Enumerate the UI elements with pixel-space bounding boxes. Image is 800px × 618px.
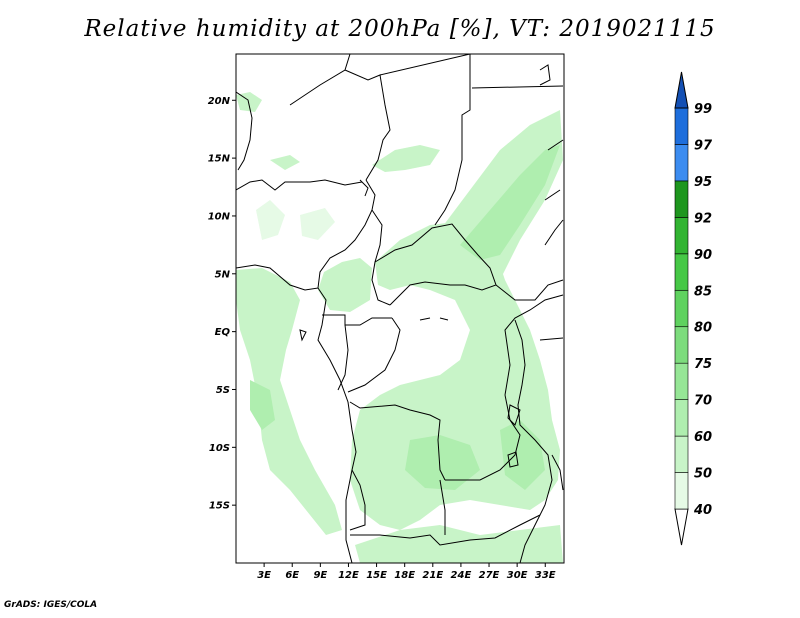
colorbar-segment xyxy=(674,399,689,437)
lat-label: 10N xyxy=(208,211,231,222)
colorbar-label: 99 xyxy=(694,102,712,117)
colorbar-label: 97 xyxy=(694,138,713,153)
colorbar-segment xyxy=(674,180,689,218)
map-frame xyxy=(235,53,565,564)
lat-label: 20N xyxy=(208,96,231,107)
lat-label: 15S xyxy=(209,501,230,512)
colorbar-segment xyxy=(674,289,689,328)
colorbar-segment xyxy=(674,144,689,182)
colorbar-upper-triangle xyxy=(674,71,689,109)
colorbar-label: 70 xyxy=(694,394,712,409)
lon-label: 30E xyxy=(507,570,528,581)
lon-label: 15E xyxy=(366,570,387,581)
colorbar-segment xyxy=(674,217,689,255)
colorbar-label: 60 xyxy=(694,430,712,445)
grads-credit: GrADS: IGES/COLA xyxy=(4,600,98,610)
colorbar-label: 95 xyxy=(694,175,712,190)
colorbar-label: 85 xyxy=(694,284,712,299)
lon-label: 27E xyxy=(479,570,500,581)
lon-label: 18E xyxy=(394,570,415,581)
colorbar-label: 92 xyxy=(694,211,712,226)
humidity-shading xyxy=(236,92,563,563)
colorbar-label: 90 xyxy=(694,248,712,263)
colorbar-segment xyxy=(674,326,689,364)
lat-label: 10S xyxy=(209,443,230,454)
colorbar-segment xyxy=(674,253,689,291)
colorbar-label: 50 xyxy=(694,467,712,482)
lon-label: 12E xyxy=(338,570,359,581)
lat-label: 5S xyxy=(216,385,230,396)
colorbar-lower-triangle xyxy=(674,508,689,546)
lat-label: 5N xyxy=(215,269,231,280)
colorbar: 40 50 60 70 75 80 85 90 92 95 97 99 xyxy=(674,71,713,546)
lon-label: 6E xyxy=(285,570,299,581)
lat-label: EQ xyxy=(215,327,231,338)
lat-label: 15N xyxy=(208,154,231,165)
country-borders xyxy=(236,54,564,563)
colorbar-label: 40 xyxy=(693,503,712,518)
colorbar-segment xyxy=(674,435,689,473)
lon-label: 21E xyxy=(422,570,443,581)
longitude-axis: 3E 6E 9E 12E 15E 18E 21E 24E 27E 30E 33E xyxy=(257,563,556,581)
lon-label: 33E xyxy=(535,570,556,581)
colorbar-segment xyxy=(674,362,689,400)
chart-title: Relative humidity at 200hPa [%], VT: 201… xyxy=(84,16,716,42)
colorbar-segment xyxy=(674,107,689,145)
latitude-axis: 20N 15N 10N 5N EQ 5S 10S 15S xyxy=(208,96,236,512)
colorbar-label: 75 xyxy=(694,357,712,372)
colorbar-label: 80 xyxy=(694,321,712,336)
lon-label: 24E xyxy=(451,570,472,581)
colorbar-segment xyxy=(674,472,689,510)
lon-label: 9E xyxy=(313,570,327,581)
lon-label: 3E xyxy=(257,570,271,581)
